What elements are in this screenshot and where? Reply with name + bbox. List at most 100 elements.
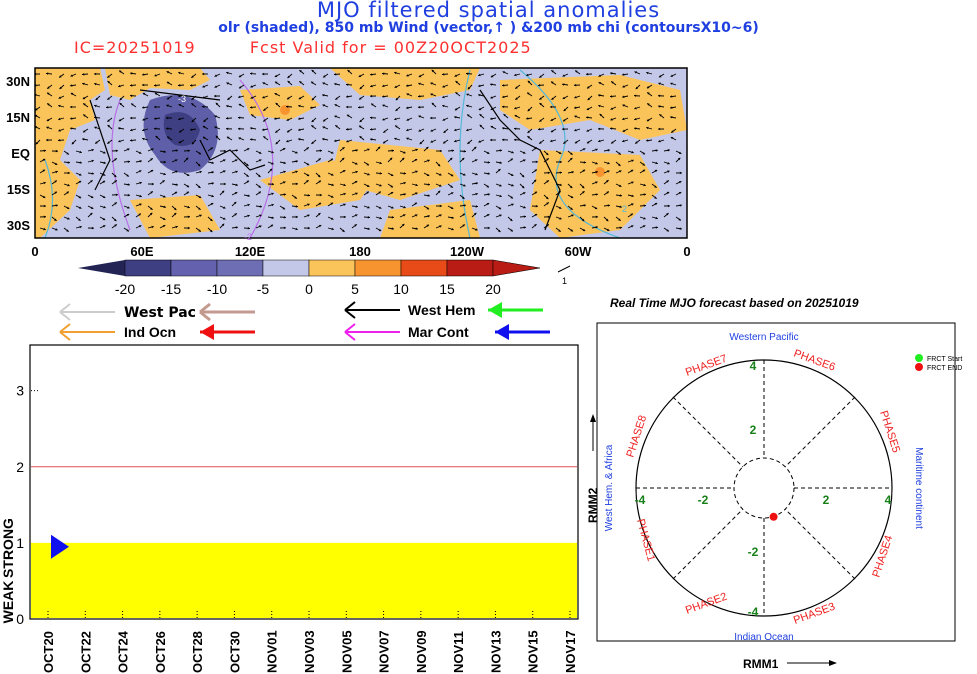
- wind-vector-head: [511, 203, 514, 206]
- wind-vector-head: [619, 194, 622, 197]
- wind-vector-head: [258, 191, 261, 194]
- wind-vector-head: [502, 105, 505, 109]
- wind-vector-head: [514, 127, 517, 130]
- wind-vector-head: [94, 82, 97, 86]
- wind-vector-head: [238, 103, 242, 107]
- wind-vector-head: [306, 162, 310, 166]
- wind-vector-head: [163, 205, 166, 209]
- wind-vector-head: [370, 94, 373, 98]
- wind-vector-head: [523, 206, 526, 209]
- x-tick-label: OCT30: [227, 631, 242, 673]
- wind-vector-head: [130, 94, 133, 98]
- wind-vector-head: [346, 95, 349, 98]
- wind-vector-head: [622, 73, 625, 76]
- wind-vector-head: [490, 138, 493, 142]
- wind-vector-head: [475, 205, 478, 208]
- lon-axis: 0 60E 120E 180 120W 60W 0: [31, 244, 690, 259]
- wind-vector-head: [514, 106, 517, 110]
- wind-vector-head: [47, 86, 50, 89]
- wind-vector-head: [595, 170, 598, 174]
- wind-vector-head: [295, 182, 298, 186]
- wind-vector-head: [607, 204, 610, 207]
- wind-vector-head: [58, 104, 61, 108]
- wind-vector-head: [379, 172, 382, 175]
- wind-vector-head: [401, 157, 405, 161]
- wind-vector-head: [406, 74, 409, 77]
- wind-vector-head: [570, 152, 573, 155]
- wind-vector-head: [323, 75, 326, 78]
- wind-vector-head: [322, 104, 325, 107]
- wind-vector-head: [455, 92, 458, 95]
- contour-label-neg2: -2: [244, 232, 252, 242]
- wind-vector-head: [539, 141, 542, 144]
- wind-vector-head: [414, 202, 417, 205]
- wind-vector-head: [658, 139, 661, 143]
- wind-vector-head: [59, 75, 62, 78]
- wind-vector-head: [382, 118, 385, 121]
- wind-vector-head: [618, 163, 621, 166]
- wind-vector-head: [155, 136, 158, 139]
- wind-vector-head: [250, 72, 253, 75]
- wind-vector-head: [66, 191, 69, 194]
- wind-vector-head: [406, 106, 409, 110]
- wind-vector-head: [142, 128, 145, 132]
- wind-vector-head: [462, 196, 465, 199]
- wind-vector-head: [406, 137, 409, 140]
- wind-vector-head: [634, 127, 637, 130]
- wind-vector-head: [418, 82, 421, 86]
- svg-text:10: 10: [393, 281, 409, 297]
- wind-vector-head: [551, 97, 554, 100]
- wind-vector-head: [450, 185, 453, 188]
- wind-vector-head: [610, 72, 613, 75]
- wind-vector-head: [262, 128, 265, 131]
- wind-vector-head: [451, 216, 454, 219]
- wind-vector-head: [634, 94, 637, 97]
- wind-vector-head: [634, 117, 637, 121]
- wind-vector-head: [331, 217, 334, 220]
- wind-vector-head: [83, 130, 86, 133]
- wind-vector-head: [127, 160, 130, 163]
- x-tick-label: NOV09: [414, 630, 429, 673]
- wind-vector-head: [331, 173, 334, 176]
- wind-vector-head: [126, 174, 129, 177]
- wind-vector-head: [605, 218, 609, 222]
- frct-end-marker: [915, 363, 923, 371]
- x-tick-label: OCT20: [41, 631, 56, 673]
- wind-vector-head: [427, 194, 430, 197]
- wind-vector-head: [295, 160, 298, 163]
- wind-vector-head: [406, 93, 409, 96]
- wind-vector-head: [534, 191, 538, 194]
- wind-vector-head: [247, 203, 250, 207]
- wind-vector-head: [226, 127, 229, 131]
- wind-vector-head: [670, 95, 673, 98]
- wind-vector-head: [235, 170, 238, 174]
- wind-vector-head: [54, 162, 58, 165]
- wind-vector-head: [510, 218, 513, 221]
- wind-vector-head: [259, 205, 262, 208]
- wind-vector-head: [581, 185, 585, 189]
- wind-vector-head: [70, 92, 74, 96]
- wind-vector-head: [450, 206, 454, 209]
- wind-vector-head: [546, 180, 549, 183]
- wind-vector-head: [162, 225, 166, 228]
- wind-vector-head: [479, 114, 482, 117]
- rmm-phase-diagram: -4 -2 2 4 -4 -2 2 4 PHASE1 PHASE2 PHASE3…: [586, 322, 962, 671]
- wind-vector-head: [487, 226, 490, 230]
- wind-vector-head: [487, 172, 490, 175]
- wind-vector-head: [659, 114, 662, 117]
- wind-vector-head: [630, 169, 634, 173]
- wind-vector-head: [179, 130, 182, 133]
- wind-vector-head: [466, 93, 469, 96]
- wind-vector-head: [595, 193, 598, 196]
- wind-vector-head: [103, 173, 106, 176]
- wind-vector-head: [215, 102, 219, 106]
- wind-vector-head: [474, 159, 478, 162]
- svg-text:RMM2: RMM2: [586, 487, 600, 523]
- wind-vector-head: [679, 204, 682, 207]
- wind-vector-head: [455, 81, 458, 84]
- wind-vector-head: [186, 184, 190, 188]
- weak-band: [31, 542, 577, 618]
- amplitude-x-ticks: OCT20 OCT22 OCT24 OCT26 OCT28 OCT30 NOV01 NOV03…: [41, 611, 578, 673]
- rmm-frame: [596, 322, 956, 642]
- wind-vector-head: [403, 205, 406, 209]
